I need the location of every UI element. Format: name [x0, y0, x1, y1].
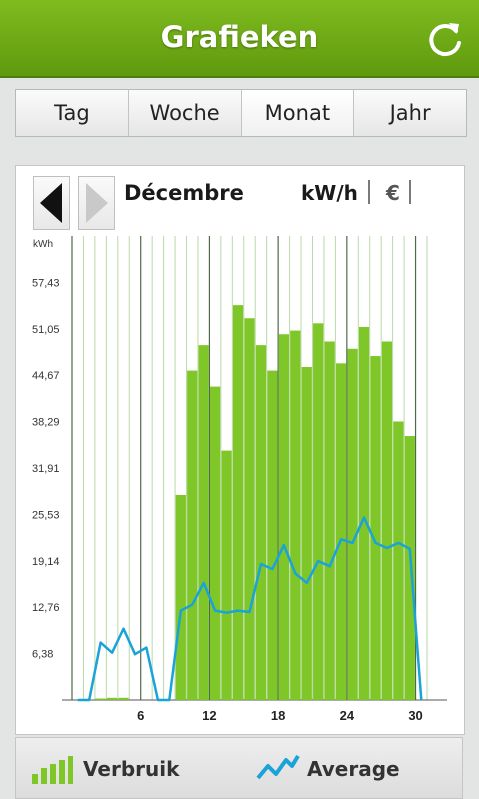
x-tick-label: 12 [202, 708, 216, 723]
bar [393, 421, 404, 700]
month-label: Décembre [124, 181, 244, 205]
tab-month[interactable]: Monat [241, 90, 355, 136]
line-chart-icon [256, 754, 300, 780]
bar [290, 330, 301, 700]
refresh-icon[interactable] [425, 19, 465, 59]
tab-week[interactable]: Woche [128, 90, 242, 136]
x-tick-label: 24 [340, 708, 355, 723]
tab-day[interactable]: Tag [16, 90, 129, 136]
unit-kwh-toggle[interactable]: kW/h [301, 181, 358, 205]
bar [278, 334, 289, 700]
unit-euro-toggle[interactable]: € [386, 181, 400, 205]
x-tick-label: 6 [137, 708, 144, 723]
bar [358, 326, 370, 700]
x-tick-label: 30 [408, 708, 422, 723]
bar [370, 356, 381, 700]
y-tick-label: 38,29 [32, 417, 60, 429]
bar [106, 697, 118, 700]
bar [301, 366, 312, 700]
y-tick-label: 31,91 [32, 463, 60, 475]
period-tabs: Tag Woche Monat Jahr [15, 89, 467, 137]
bar [198, 345, 209, 700]
bar [95, 698, 106, 700]
previous-month-button[interactable] [33, 176, 70, 230]
app-header: Grafieken [0, 0, 479, 78]
y-tick-label: 12,76 [32, 602, 60, 614]
next-month-button[interactable] [78, 176, 115, 230]
legend-consumption-label: Verbruik [83, 757, 180, 781]
bar [221, 450, 232, 700]
consumption-chart: kWh 6,38 12,76 19,14 25,53 31,91 38,29 44,67 51,… [32, 236, 447, 723]
y-tick-label: 25,53 [32, 509, 60, 521]
bar [313, 323, 324, 700]
chart-legend: Verbruik Average [15, 737, 463, 799]
bar [335, 363, 347, 700]
bar [267, 370, 278, 700]
y-tick-label: 19,14 [32, 556, 60, 568]
y-tick-label: 6,38 [32, 649, 53, 661]
bar [381, 341, 393, 700]
y-tick-label: 44,67 [32, 370, 60, 382]
tab-year[interactable]: Jahr [354, 90, 466, 136]
bar [347, 348, 358, 700]
arrow-left-icon [40, 183, 62, 223]
arrow-right-icon [86, 183, 108, 223]
bar [175, 494, 186, 700]
bar [118, 697, 129, 700]
bar [244, 318, 255, 700]
bar [210, 386, 221, 700]
bar [187, 370, 198, 700]
x-tick-label: 18 [271, 708, 285, 723]
page-title: Grafieken [160, 20, 319, 54]
divider [409, 180, 411, 204]
bar-chart-icon [32, 756, 73, 784]
y-axis-label: kWh [33, 239, 53, 250]
legend-average-label: Average [307, 757, 400, 781]
bar [404, 436, 415, 700]
bar [324, 341, 335, 700]
average-line [77, 516, 423, 702]
y-tick-label: 51,05 [32, 324, 60, 336]
y-tick-label: 57,43 [32, 277, 60, 289]
bar [255, 345, 267, 700]
bar [232, 305, 244, 700]
divider [368, 180, 370, 204]
